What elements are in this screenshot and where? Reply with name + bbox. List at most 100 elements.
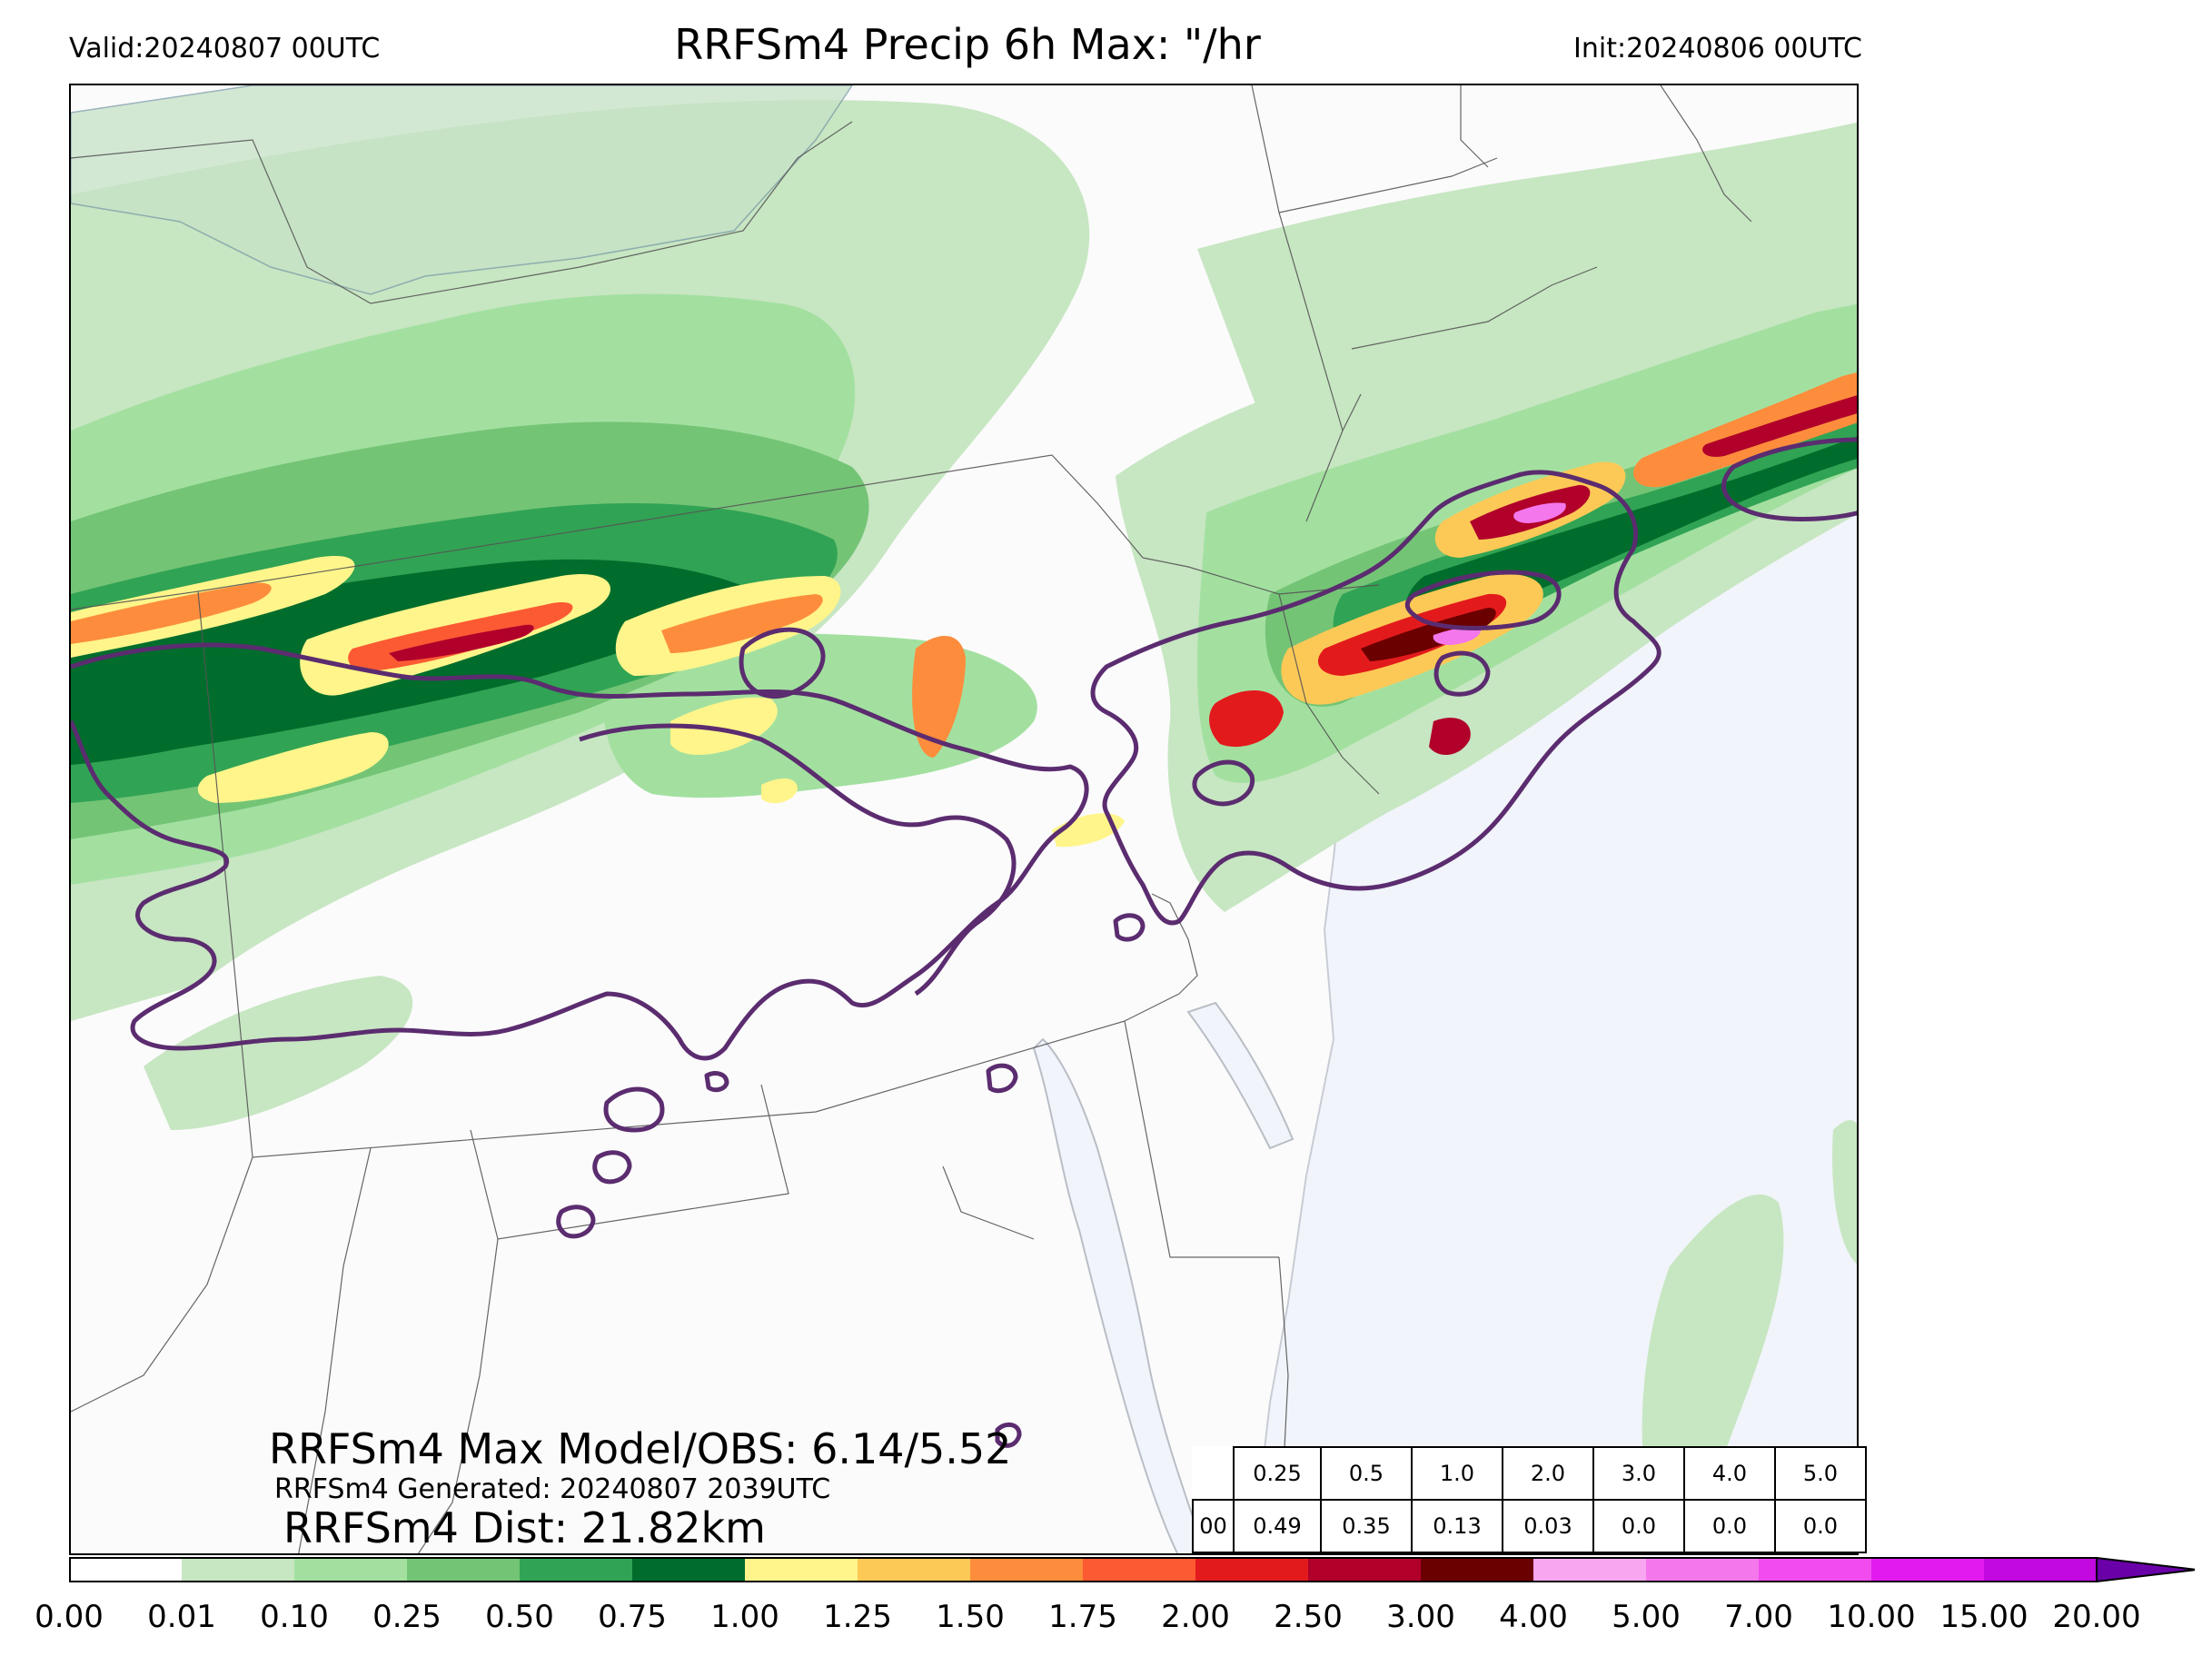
precip-100-core-7 (761, 778, 798, 804)
value-cell: 0.13 (1411, 1499, 1503, 1553)
colorbar-tick-label: 20.00 (2052, 1599, 2141, 1635)
valid-time-label: Valid:20240807 00UTC (69, 33, 381, 64)
precip-light-nestate (1197, 122, 1857, 467)
colorbar-tick-label: 0.01 (147, 1599, 216, 1635)
precip-light-south (144, 976, 413, 1130)
precip-light-offshore (1642, 1194, 1784, 1508)
threshold-cell: 0.25 (1233, 1446, 1322, 1501)
colorbar-ticks: 0.00 0.01 0.10 0.25 0.50 0.75 1.00 1.25 1.50 1.75… (0, 1599, 2212, 1644)
precip-100-core-5 (670, 697, 778, 755)
precip-200-ne-5 (1429, 718, 1471, 756)
precip-map-canvas (71, 85, 1857, 1553)
lake-ontario (71, 85, 853, 295)
threshold-cell: 3.0 (1592, 1446, 1685, 1501)
colorbar-extend-arrow (2096, 1556, 2195, 1583)
precip-150-core-1 (71, 582, 272, 644)
colorbar-outline (69, 1557, 2098, 1582)
colorbar-tick-label: 3.00 (1386, 1599, 1455, 1635)
colorbar-segment (745, 1558, 858, 1582)
threshold-value-row: 00 0.49 0.35 0.13 0.03 0.0 0.0 0.0 (1192, 1499, 1867, 1553)
obs-contour-blob-3 (556, 1205, 596, 1239)
precip-200-ne-4 (1209, 690, 1284, 748)
colorbar-segment (1646, 1558, 1759, 1582)
threshold-cell: 5.0 (1774, 1446, 1867, 1501)
colorbar-segment (69, 1558, 182, 1582)
obs-contour-blob-2 (592, 1150, 632, 1185)
colorbar-segment (182, 1558, 294, 1582)
precip-300-ne-2 (1361, 608, 1496, 661)
colorbar-tick-label: 1.25 (823, 1599, 892, 1635)
colorbar-tick-label: 4.00 (1499, 1599, 1568, 1635)
observed-contours (71, 437, 1857, 1448)
colorbar-tick-label: 2.50 (1274, 1599, 1343, 1635)
colorbar-tick-label: 1.00 (710, 1599, 779, 1635)
delaware-bay (1186, 1001, 1294, 1150)
colorbar-tick-label: 0.50 (485, 1599, 554, 1635)
row-label-cell: 00 (1192, 1499, 1235, 1553)
colorbar-segment (294, 1558, 407, 1582)
threshold-cell: 0.5 (1320, 1446, 1413, 1501)
colorbar-tick-label: 5.00 (1612, 1599, 1681, 1635)
obs-contour-ne-right (1721, 437, 1857, 521)
colorbar-segment (1871, 1558, 1984, 1582)
threshold-cell: 1.0 (1411, 1446, 1503, 1501)
obs-contour-blob-1 (603, 1086, 665, 1133)
value-cell: 0.35 (1320, 1499, 1413, 1553)
value-cell: 0.0 (1774, 1499, 1867, 1553)
obs-contour-blob-6 (1113, 913, 1146, 942)
value-cell: 0.03 (1502, 1499, 1594, 1553)
obs-contour-blob-5 (704, 1071, 729, 1093)
precip-200-core-2 (389, 624, 534, 661)
precip-map[interactable] (69, 84, 1859, 1555)
obs-contour-ne-isl (1192, 759, 1255, 807)
colorbar-tick-label: 15.00 (1939, 1599, 2028, 1635)
chesapeake-bay (1032, 1037, 1206, 1553)
generated-time-label: RRFSm4 Generated: 20240807 2039UTC (274, 1473, 831, 1505)
obs-contour-blob-7 (995, 1422, 1022, 1448)
colorbar-segment (1984, 1558, 2097, 1582)
precip-150-ne-3 (1633, 372, 1857, 488)
precip-150-core-3 (661, 594, 823, 653)
colorbar-tick-label: 1.50 (936, 1599, 1005, 1635)
precip-250-ne-3 (1702, 395, 1857, 457)
obs-contour-ne-inner (1404, 570, 1562, 630)
colorbar-segment (520, 1558, 632, 1582)
colorbar-tick-label: 0.00 (35, 1599, 104, 1635)
colorbar (69, 1556, 2195, 1583)
colorbar-segment (407, 1558, 520, 1582)
colorbar-segment (970, 1558, 1083, 1582)
init-time-label: Init:20240806 00UTC (1573, 33, 1862, 64)
precip-light-offshore2 (1832, 1120, 1857, 1264)
colorbar-segment (1421, 1558, 1533, 1582)
precip-500-ne-1 (1513, 502, 1566, 523)
colorbar-tick-label: 1.75 (1048, 1599, 1117, 1635)
distance-label: RRFSm4 Dist: 21.82km (283, 1503, 766, 1552)
state-borders (71, 85, 1752, 1553)
precip-150-core-6 (912, 636, 966, 758)
colorbar-tick-label: 7.00 (1724, 1599, 1793, 1635)
colorbar-tick-label: 0.75 (598, 1599, 667, 1635)
colorbar-segment (1533, 1558, 1646, 1582)
obs-contour-ne-circ (1433, 650, 1491, 697)
colorbar-segment (1759, 1558, 1871, 1582)
precip-500-ne-2 (1433, 626, 1482, 645)
obs-contour-ne-main (1090, 470, 1661, 926)
obs-contour-main (71, 642, 1089, 1061)
colorbar-segment (632, 1558, 745, 1582)
table-corner-empty (1193, 1447, 1234, 1500)
value-cell: 0.49 (1233, 1499, 1322, 1553)
obs-contour-pa-north (739, 627, 826, 699)
max-model-obs-label: RRFSm4 Max Model/OBS: 6.14/5.52 (269, 1424, 1012, 1473)
colorbar-segment (1083, 1558, 1195, 1582)
colorbar-tick-label: 2.00 (1161, 1599, 1230, 1635)
threshold-cell: 4.0 (1683, 1446, 1776, 1501)
colorbar-tick-label: 10.00 (1827, 1599, 1916, 1635)
colorbar-tick-label: 0.10 (260, 1599, 329, 1635)
obs-contour-central (579, 723, 1017, 997)
obs-contour-blob-4 (986, 1063, 1018, 1094)
value-cell: 0.0 (1592, 1499, 1685, 1553)
threshold-cell: 2.0 (1502, 1446, 1594, 1501)
colorbar-segment (858, 1558, 970, 1582)
threshold-stats-table: 0.25 0.5 1.0 2.0 3.0 4.0 5.0 00 0.49 0.3… (1192, 1446, 1867, 1553)
colorbar-segment (1308, 1558, 1421, 1582)
